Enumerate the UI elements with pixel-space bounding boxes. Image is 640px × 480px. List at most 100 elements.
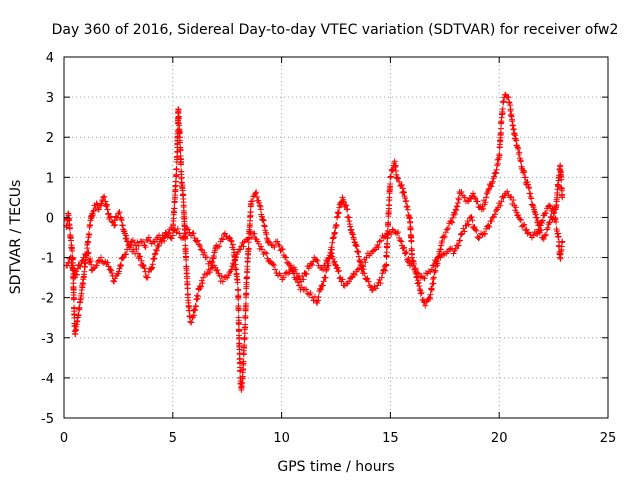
data-point-series-2	[300, 276, 307, 283]
data-point-series-2	[176, 230, 183, 237]
data-point-series-2	[151, 239, 158, 246]
data-point-series-1	[455, 196, 462, 203]
data-point-series-1	[318, 283, 325, 290]
data-point-series-2	[88, 261, 95, 268]
data-point-series-1	[247, 208, 254, 215]
data-point-series-1	[354, 248, 361, 255]
data-point-series-2	[362, 259, 369, 266]
data-point-series-1	[219, 236, 226, 243]
data-point-series-2	[468, 213, 475, 220]
data-point-series-2	[309, 261, 316, 268]
data-point-series-1	[464, 197, 471, 204]
data-point-series-2	[455, 242, 462, 249]
data-point-series-2	[335, 268, 342, 275]
data-point-series-1	[383, 261, 390, 268]
data-point-series-1	[538, 227, 545, 234]
data-point-series-1	[348, 226, 355, 233]
data-point-series-2	[376, 238, 383, 245]
data-point-series-2	[77, 263, 84, 270]
data-point-series-1	[524, 178, 531, 185]
data-point-series-2	[166, 229, 173, 236]
data-point-series-1	[470, 190, 477, 197]
data-point-series-1	[522, 174, 529, 181]
data-point-series-1	[69, 247, 76, 254]
data-point-series-1	[214, 244, 221, 251]
data-point-series-2	[335, 267, 342, 274]
data-point-series-1	[353, 243, 360, 250]
data-point-series-2	[218, 273, 225, 280]
data-point-series-1	[194, 293, 201, 300]
data-point-series-2	[82, 251, 89, 258]
data-point-series-2	[469, 217, 476, 224]
data-point-series-1	[136, 253, 143, 260]
data-point-series-1	[540, 236, 547, 243]
data-point-series-2	[385, 230, 392, 237]
data-point-series-1	[116, 209, 123, 216]
data-point-series-2	[206, 258, 213, 265]
data-point-series-2	[395, 229, 402, 236]
data-point-series-2	[457, 237, 464, 244]
data-point-series-2	[79, 257, 86, 264]
data-point-series-1	[263, 231, 270, 238]
data-point-series-2	[557, 255, 564, 262]
data-point-series-2	[302, 270, 309, 277]
data-point-series-2	[324, 258, 331, 265]
data-point-series-2	[140, 238, 147, 245]
data-point-series-2	[479, 231, 486, 238]
data-point-series-1	[174, 148, 181, 155]
data-point-series-2	[533, 230, 540, 237]
data-point-series-1	[415, 279, 422, 286]
data-point-series-1	[149, 261, 156, 268]
data-point-series-2	[163, 230, 170, 237]
data-point-series-1	[99, 197, 106, 204]
data-point-series-1	[242, 300, 249, 307]
data-point-series-2	[65, 259, 72, 266]
data-point-series-1	[134, 250, 141, 257]
x-tick-label: 5	[169, 431, 177, 446]
data-point-series-2	[322, 262, 329, 269]
data-point-series-1	[101, 193, 108, 200]
x-axis-label: GPS time / hours	[277, 459, 394, 475]
data-point-series-2	[182, 231, 189, 238]
data-point-series-1	[408, 238, 415, 245]
data-point-series-1	[307, 289, 314, 296]
data-point-series-2	[486, 223, 493, 230]
data-point-series-1	[541, 232, 548, 239]
data-point-series-1	[443, 226, 450, 233]
data-point-series-1	[313, 298, 320, 305]
data-point-series-1	[378, 274, 385, 281]
data-point-series-1	[474, 198, 481, 205]
data-point-series-1	[172, 178, 179, 185]
data-point-series-2	[247, 229, 254, 236]
data-point-series-2	[351, 271, 358, 278]
data-point-series-2	[415, 270, 422, 277]
data-point-series-1	[111, 222, 118, 229]
data-point-series-1	[63, 224, 70, 231]
data-point-series-1	[445, 225, 452, 232]
data-point-series-1	[115, 210, 122, 217]
data-point-series-1	[244, 266, 251, 273]
data-point-series-2	[280, 274, 287, 281]
data-point-series-1	[89, 211, 96, 218]
data-point-series-1	[198, 283, 205, 290]
data-point-series-2	[108, 270, 115, 277]
y-tick-label: 0	[46, 211, 54, 226]
data-point-series-2	[461, 228, 468, 235]
data-point-series-2	[360, 263, 367, 270]
data-point-series-1	[92, 205, 99, 212]
data-point-series-2	[263, 250, 270, 257]
data-point-series-1	[171, 205, 178, 212]
data-point-series-1	[320, 278, 327, 285]
data-point-series-2	[370, 247, 377, 254]
data-point-series-1	[240, 358, 247, 365]
data-point-series-2	[156, 232, 163, 239]
data-point-series-2	[231, 257, 238, 264]
data-point-series-1	[242, 321, 249, 328]
data-point-series-2	[214, 267, 221, 274]
data-point-series-2	[123, 251, 130, 258]
data-point-series-2	[93, 262, 100, 269]
data-point-series-2	[198, 246, 205, 253]
data-point-series-1	[404, 203, 411, 210]
data-point-series-2	[521, 221, 528, 228]
